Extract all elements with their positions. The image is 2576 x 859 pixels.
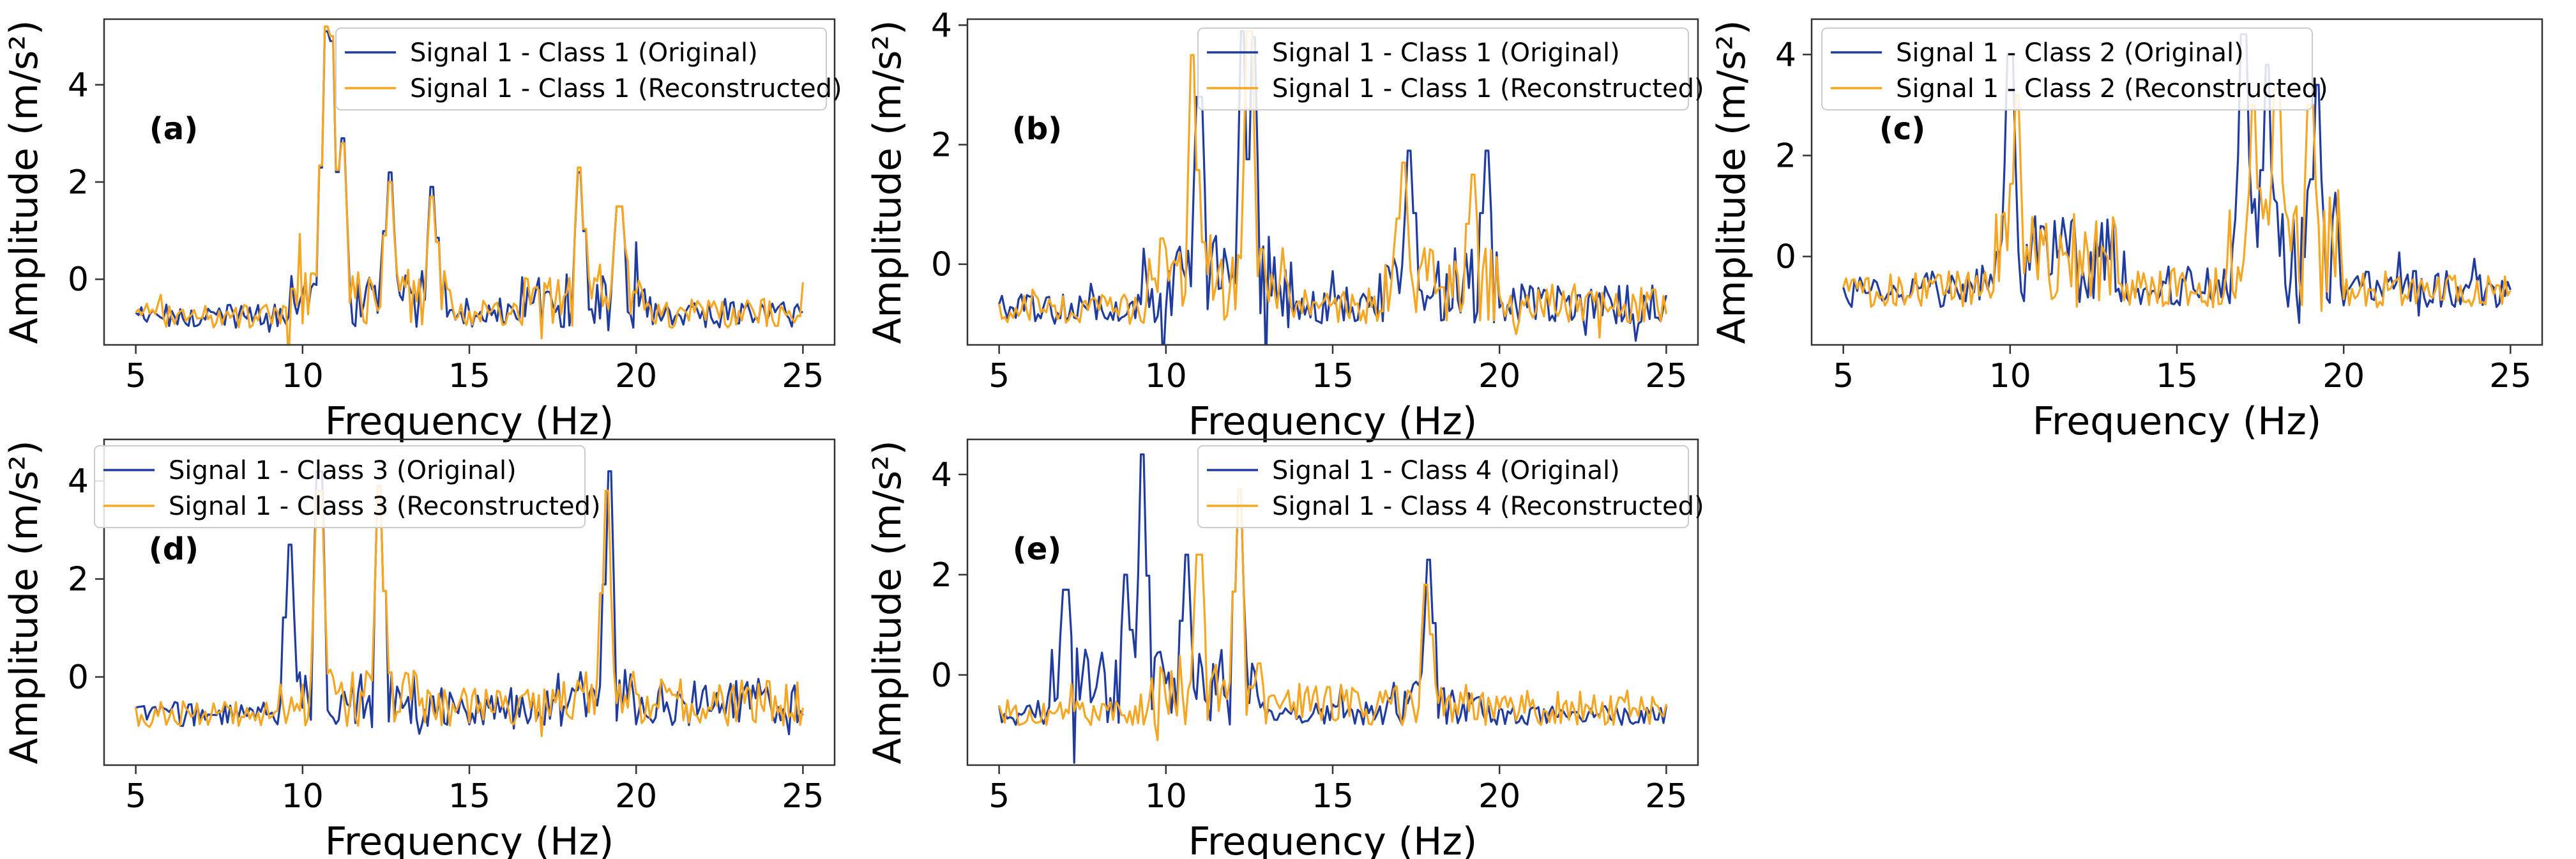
y-tick-label: 2 xyxy=(931,556,952,595)
x-tick-label: 25 xyxy=(1645,777,1687,816)
legend-label: Signal 1 - Class 2 (Original) xyxy=(1896,38,2244,68)
x-axis-label: Frequency (Hz) xyxy=(2033,399,2321,444)
chart-panel-3: 5 10 15 20 25 0 2 4 Frequency (Hz) Amplitude (m/s… xyxy=(1709,18,2543,444)
x-tick-label: 20 xyxy=(615,777,657,816)
x-axis-label: Frequency (Hz) xyxy=(1188,399,1477,444)
legend-label: Signal 1 - Class 2 (Reconstructed) xyxy=(1896,74,2328,103)
x-tick-label: 15 xyxy=(1312,357,1354,395)
y-axis-label: Amplitude (m/s²) xyxy=(1709,20,1754,344)
x-tick-label: 15 xyxy=(448,357,490,395)
y-tick-label: 0 xyxy=(68,261,89,299)
y-tick-label: 0 xyxy=(931,246,952,284)
legend-label: Signal 1 - Class 1 (Reconstructed) xyxy=(1272,74,1704,103)
x-tick-label: 25 xyxy=(1645,357,1687,395)
x-tick-label: 5 xyxy=(989,357,1010,395)
legend: Signal 1 - Class 4 (Original) Signal 1 - … xyxy=(1197,445,1704,528)
legend-box xyxy=(335,27,827,110)
legend: Signal 1 - Class 3 (Original) Signal 1 - … xyxy=(94,445,601,528)
series-line-reconstructed xyxy=(135,485,804,738)
panel-label: (d) xyxy=(149,531,199,567)
series-line-reconstructed xyxy=(998,488,1667,741)
chart-panel-1: 5 10 15 20 25 0 2 4 Frequency (Hz) Amplitude (m/s… xyxy=(2,18,842,444)
x-tick-label: 5 xyxy=(989,777,1010,816)
legend-box xyxy=(1197,445,1689,528)
series-line-original xyxy=(998,30,1667,345)
panel-label: (c) xyxy=(1879,111,1925,147)
y-tick-label: 4 xyxy=(931,456,952,494)
x-tick-label: 10 xyxy=(282,777,324,816)
y-axis-label: Amplitude (m/s²) xyxy=(865,20,910,344)
x-tick-label: 15 xyxy=(448,777,490,816)
x-tick-label: 10 xyxy=(282,357,324,395)
x-tick-label: 5 xyxy=(125,777,146,816)
chart-panel-4: 5 10 15 20 25 0 2 4 Frequency (Hz) Amplitude (m/s… xyxy=(2,438,836,859)
chart-panel-5: 5 10 15 20 25 0 2 4 Frequency (Hz) Amplitude (m/s… xyxy=(865,438,1704,859)
y-tick-label: 0 xyxy=(1775,238,1796,277)
series-line-original xyxy=(1842,33,2512,324)
legend: Signal 1 - Class 2 (Original) Signal 1 - … xyxy=(1821,27,2328,110)
x-tick-label: 5 xyxy=(125,357,146,395)
x-axis-label: Frequency (Hz) xyxy=(325,399,614,444)
x-tick-label: 25 xyxy=(782,357,824,395)
panel-label: (e) xyxy=(1013,531,1061,567)
legend-label: Signal 1 - Class 3 (Reconstructed) xyxy=(169,492,601,521)
x-tick-label: 20 xyxy=(615,357,657,395)
x-tick-label: 5 xyxy=(1833,357,1854,395)
x-tick-label: 15 xyxy=(2156,357,2198,395)
x-axis-label: Frequency (Hz) xyxy=(325,819,614,859)
x-tick-label: 25 xyxy=(782,777,824,816)
series-line-reconstructed xyxy=(1842,89,2512,312)
y-tick-label: 2 xyxy=(1775,137,1796,175)
x-tick-label: 10 xyxy=(1989,357,2031,395)
y-tick-label: 4 xyxy=(1775,36,1796,74)
y-tick-label: 0 xyxy=(931,657,952,695)
y-tick-label: 2 xyxy=(68,163,89,202)
x-tick-label: 10 xyxy=(1145,357,1187,395)
legend-label: Signal 1 - Class 1 (Original) xyxy=(410,38,758,68)
y-tick-label: 4 xyxy=(931,6,952,45)
x-tick-label: 20 xyxy=(2322,357,2365,395)
y-axis-label: Amplitude (m/s²) xyxy=(865,440,910,764)
legend-label: Signal 1 - Class 1 (Original) xyxy=(1272,38,1620,68)
chart-panel-2: 5 10 15 20 25 0 2 4 Frequency (Hz) Amplitude (m/s… xyxy=(865,6,1704,444)
x-axis-label: Frequency (Hz) xyxy=(1188,819,1477,859)
y-tick-label: 2 xyxy=(68,561,89,599)
x-tick-label: 25 xyxy=(2489,357,2531,395)
y-axis-label: Amplitude (m/s²) xyxy=(2,440,47,764)
y-axis-label: Amplitude (m/s²) xyxy=(2,20,47,344)
legend-label: Signal 1 - Class 4 (Reconstructed) xyxy=(1272,492,1704,521)
series-line-reconstructed xyxy=(135,25,804,345)
legend: Signal 1 - Class 1 (Original) Signal 1 - … xyxy=(335,27,842,110)
legend-label: Signal 1 - Class 1 (Reconstructed) xyxy=(410,74,842,103)
y-tick-label: 2 xyxy=(931,126,952,165)
y-tick-label: 0 xyxy=(68,658,89,697)
x-tick-label: 15 xyxy=(1312,777,1354,816)
panel-label: (a) xyxy=(149,111,198,147)
series-line-reconstructed xyxy=(998,30,1667,339)
legend-box xyxy=(1197,27,1689,110)
legend-box xyxy=(94,445,586,528)
legend-box xyxy=(1821,27,2313,110)
panel-label: (b) xyxy=(1012,111,1062,147)
legend-label: Signal 1 - Class 4 (Original) xyxy=(1272,456,1620,485)
x-tick-label: 10 xyxy=(1145,777,1187,816)
legend: Signal 1 - Class 1 (Original) Signal 1 - … xyxy=(1197,27,1704,110)
x-tick-label: 20 xyxy=(1478,357,1520,395)
y-tick-label: 4 xyxy=(68,462,89,501)
legend-label: Signal 1 - Class 3 (Original) xyxy=(169,456,517,485)
y-tick-label: 4 xyxy=(68,66,89,105)
x-tick-label: 20 xyxy=(1478,777,1520,816)
